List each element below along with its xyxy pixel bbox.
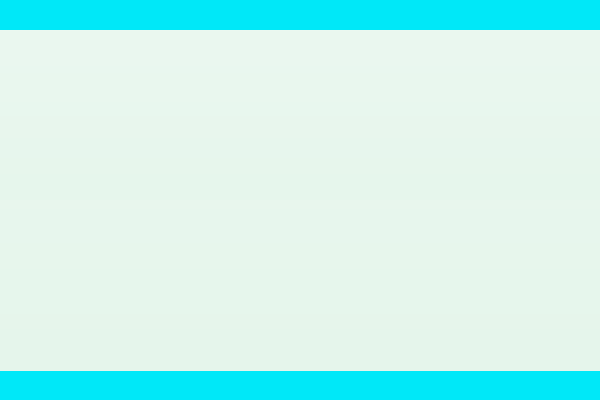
Text: Thefts (40.0%): Thefts (40.0%) [400,175,517,188]
Text: Assaults (20.0%): Assaults (20.0%) [201,314,320,366]
Wedge shape [192,210,300,323]
Text: ⓘ City-Data.com: ⓘ City-Data.com [406,54,496,64]
Title: Crimes by type - 2013: Crimes by type - 2013 [171,13,429,33]
Wedge shape [187,175,300,245]
Text: Robberies (10.0%): Robberies (10.0%) [297,310,427,366]
Text: Burglaries (20.0%): Burglaries (20.0%) [160,65,292,114]
Wedge shape [300,210,367,323]
Wedge shape [300,97,413,302]
Text: Auto thefts (10.0%): Auto thefts (10.0%) [61,209,200,222]
Wedge shape [192,97,300,210]
